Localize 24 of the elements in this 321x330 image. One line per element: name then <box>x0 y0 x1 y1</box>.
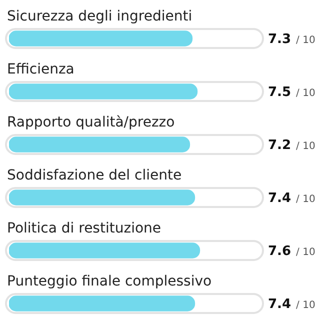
y-tick-label: Sicurezza degli ingredienti <box>7 8 192 24</box>
text: / 10 <box>296 194 316 206</box>
text: / 10 <box>296 300 316 312</box>
data-label: 7.4 <box>268 190 292 206</box>
data-label: 7.6 <box>268 244 292 259</box>
bar <box>9 136 190 152</box>
y-tick-label: Punteggio finale complessivo <box>7 274 212 290</box>
bar <box>9 190 196 206</box>
data-label: 7.4 <box>268 296 292 312</box>
y-tick-label: Soddisfazione del cliente <box>7 168 182 184</box>
bar <box>9 296 196 312</box>
text: / 10 <box>296 88 316 100</box>
text: / 10 <box>296 141 316 152</box>
y-tick-label: Politica di restituzione <box>7 220 162 236</box>
y-tick-label: Efficienza <box>7 62 74 78</box>
bar <box>9 242 200 258</box>
data-label: 7.5 <box>268 84 292 100</box>
y-tick-label: Rapporto qualità/prezzo <box>7 114 175 130</box>
text: / 10 <box>296 247 316 258</box>
text: / 10 <box>296 35 316 46</box>
data-label: 7.2 <box>268 138 292 153</box>
bar <box>9 84 198 100</box>
data-label: 7.3 <box>268 32 292 47</box>
bar <box>9 30 193 46</box>
